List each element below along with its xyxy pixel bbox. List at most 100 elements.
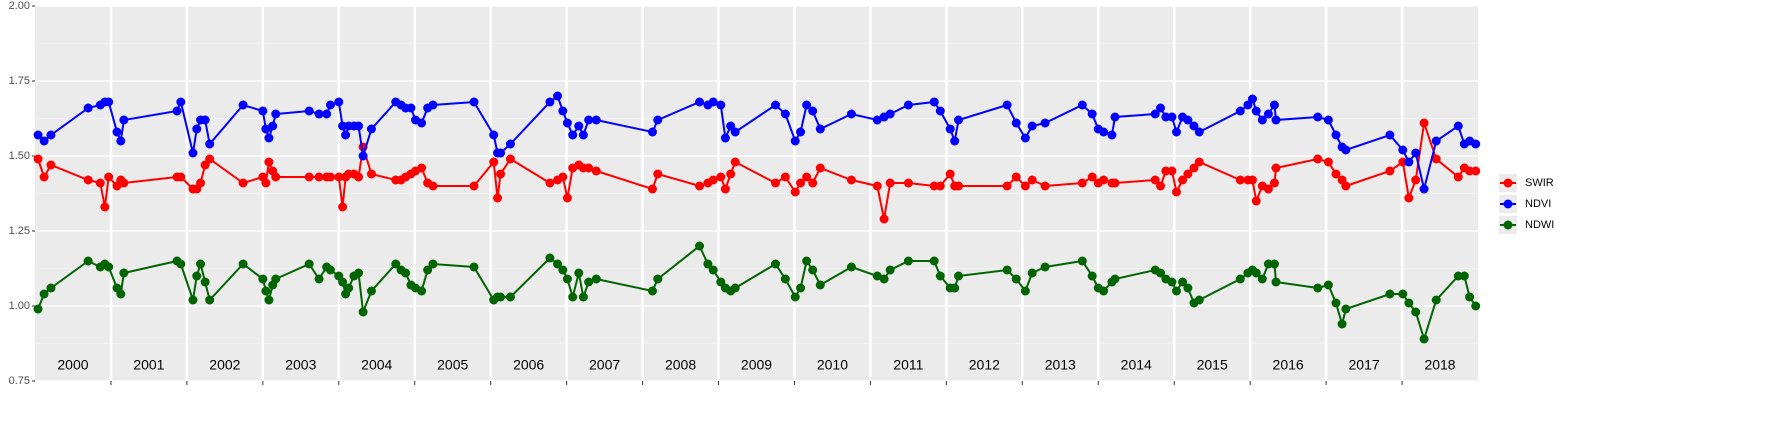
point — [1404, 193, 1414, 203]
point — [802, 100, 812, 110]
point — [338, 202, 348, 212]
point — [417, 163, 427, 173]
point — [945, 169, 955, 179]
point — [1107, 130, 1117, 140]
point — [354, 121, 364, 131]
year-label: 2012 — [969, 357, 1000, 373]
point — [903, 256, 913, 266]
point — [1011, 274, 1021, 284]
point — [808, 178, 818, 188]
year-label: 2018 — [1424, 357, 1455, 373]
point — [354, 268, 364, 278]
point — [558, 265, 568, 275]
point — [730, 157, 740, 167]
point — [1313, 283, 1323, 293]
point — [716, 172, 726, 182]
point — [1183, 283, 1193, 293]
point — [46, 283, 56, 293]
point — [496, 148, 506, 158]
point — [39, 289, 49, 299]
point — [104, 262, 114, 272]
point — [1251, 196, 1261, 206]
point — [808, 265, 818, 275]
point — [406, 103, 416, 113]
point — [428, 259, 438, 269]
point — [1087, 271, 1097, 281]
point — [1398, 145, 1408, 155]
point — [578, 130, 588, 140]
point — [708, 97, 718, 107]
point — [796, 127, 806, 137]
point — [584, 115, 594, 125]
point — [553, 259, 563, 269]
point — [493, 193, 503, 203]
point — [200, 115, 210, 125]
point — [1251, 268, 1261, 278]
point — [33, 154, 43, 164]
point — [545, 97, 555, 107]
point — [104, 172, 114, 182]
point — [95, 178, 105, 188]
point — [1156, 268, 1166, 278]
point — [205, 139, 215, 149]
point — [790, 136, 800, 146]
point — [1419, 118, 1429, 128]
point — [176, 97, 186, 107]
point — [1459, 271, 1469, 281]
point — [929, 256, 939, 266]
point — [815, 280, 825, 290]
point — [720, 184, 730, 194]
point — [802, 172, 812, 182]
point — [304, 106, 314, 116]
point — [1077, 256, 1087, 266]
point — [780, 109, 790, 119]
point — [1331, 130, 1341, 140]
point — [489, 130, 499, 140]
point — [1341, 145, 1351, 155]
point — [1385, 130, 1395, 140]
point — [708, 265, 718, 275]
point — [703, 259, 713, 269]
point — [1431, 136, 1441, 146]
point — [770, 100, 780, 110]
y-tick-label: 2.00 — [9, 0, 30, 12]
point — [591, 115, 601, 125]
point — [196, 259, 206, 269]
point — [116, 289, 126, 299]
point — [846, 262, 856, 272]
point — [653, 274, 663, 284]
point — [358, 151, 368, 161]
point — [83, 175, 93, 185]
point — [172, 106, 182, 116]
point — [505, 292, 515, 302]
point — [584, 277, 594, 287]
point — [417, 286, 427, 296]
point — [200, 277, 210, 287]
point — [261, 178, 271, 188]
legend-label: NDVI — [1525, 198, 1551, 210]
point — [325, 100, 335, 110]
point — [584, 163, 594, 173]
point — [1471, 139, 1481, 149]
point — [815, 163, 825, 173]
point — [885, 178, 895, 188]
point — [401, 268, 411, 278]
point — [358, 307, 368, 317]
point — [1411, 148, 1421, 158]
point — [1011, 118, 1021, 128]
point — [334, 97, 344, 107]
point — [264, 157, 274, 167]
point — [1194, 295, 1204, 305]
point — [950, 136, 960, 146]
point — [653, 169, 663, 179]
point — [545, 178, 555, 188]
point — [428, 100, 438, 110]
point — [846, 175, 856, 185]
point — [730, 127, 740, 137]
point — [1341, 181, 1351, 191]
year-label: 2011 — [893, 357, 923, 373]
point — [1271, 163, 1281, 173]
point — [1263, 109, 1273, 119]
point — [1110, 112, 1120, 122]
point — [1087, 109, 1097, 119]
